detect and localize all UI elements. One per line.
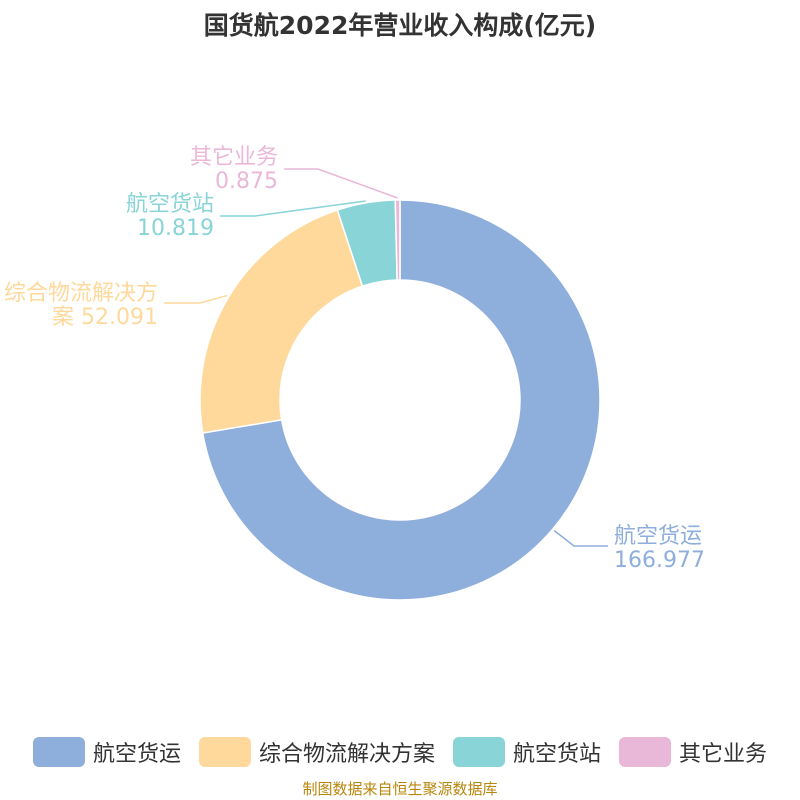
source-note: 制图数据来自恒生聚源数据库 — [302, 780, 498, 798]
leader-line-3 — [284, 168, 398, 199]
donut-chart: 航空货运 166.977 综合物流解决方案 52.091 航空货站 10.819其它业务… — [4, 145, 705, 601]
leader-line-1 — [164, 294, 228, 304]
legend: 航空货运 综合物流解决方案 航空货站 其它业务 — [0, 736, 800, 768]
legend-label: 综合物流解决方案 — [258, 742, 435, 767]
legend-swatch — [198, 737, 251, 767]
legend-swatch — [32, 737, 85, 767]
slice-label-0: 航空货运 166.977 — [614, 524, 705, 573]
slice-label-2: 航空货站 10.819 — [126, 192, 214, 241]
legend-item-3[interactable]: 其它业务 — [619, 736, 767, 768]
legend-label: 航空货站 — [513, 742, 602, 767]
legend-item-2[interactable]: 航空货站 — [453, 736, 601, 768]
legend-swatch — [453, 737, 505, 767]
slice-label-1: 综合物流解决方案 52.091 — [4, 281, 158, 330]
legend-label: 航空货运 — [92, 742, 181, 767]
legend-swatch — [619, 737, 672, 767]
chart-title: 国货航2022年营业收入构成(亿元) — [203, 11, 597, 40]
donut-slice-0 — [201, 199, 601, 601]
slice-label-3: 其它业务 0.875 — [190, 145, 278, 194]
legend-item-1[interactable]: 综合物流解决方案 — [198, 736, 435, 768]
leader-line-2 — [220, 200, 366, 217]
legend-label: 其它业务 — [679, 742, 768, 767]
legend-item-0[interactable]: 航空货运 — [32, 736, 181, 768]
donut-slice-3 — [394, 199, 401, 281]
leader-line-0 — [553, 529, 608, 547]
donut-slice-1 — [199, 209, 364, 434]
